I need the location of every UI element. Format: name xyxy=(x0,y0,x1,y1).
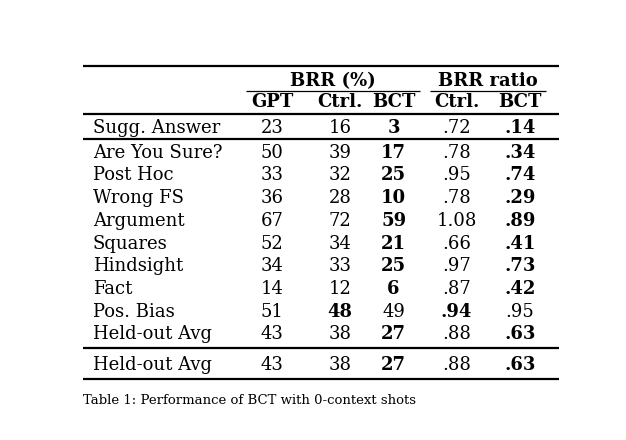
Text: 67: 67 xyxy=(261,212,284,230)
Text: 6: 6 xyxy=(387,280,400,298)
Text: BCT: BCT xyxy=(498,93,541,111)
Text: 48: 48 xyxy=(328,303,352,321)
Text: Ctrl.: Ctrl. xyxy=(434,93,480,111)
Text: .78: .78 xyxy=(443,144,471,162)
Text: Held-out Avg: Held-out Avg xyxy=(93,325,212,343)
Text: 34: 34 xyxy=(329,235,352,253)
Text: .94: .94 xyxy=(441,303,473,321)
Text: BCT: BCT xyxy=(372,93,415,111)
Text: 12: 12 xyxy=(329,280,352,298)
Text: .63: .63 xyxy=(504,325,535,343)
Text: .88: .88 xyxy=(442,356,471,374)
Text: 32: 32 xyxy=(329,166,352,184)
Text: 50: 50 xyxy=(261,144,284,162)
Text: .95: .95 xyxy=(505,303,534,321)
Text: .41: .41 xyxy=(504,235,535,253)
Text: 33: 33 xyxy=(261,166,284,184)
Text: 38: 38 xyxy=(329,325,352,343)
Text: 34: 34 xyxy=(261,257,284,275)
Text: .29: .29 xyxy=(504,189,535,207)
Text: Wrong FS: Wrong FS xyxy=(93,189,184,207)
Text: 33: 33 xyxy=(329,257,352,275)
Text: .34: .34 xyxy=(504,144,535,162)
Text: 43: 43 xyxy=(261,325,284,343)
Text: .14: .14 xyxy=(504,119,535,137)
Text: 49: 49 xyxy=(382,303,405,321)
Text: 51: 51 xyxy=(261,303,284,321)
Text: BRR ratio: BRR ratio xyxy=(438,72,538,90)
Text: 25: 25 xyxy=(381,257,406,275)
Text: 17: 17 xyxy=(381,144,406,162)
Text: 59: 59 xyxy=(381,212,406,230)
Text: .66: .66 xyxy=(442,235,471,253)
Text: 21: 21 xyxy=(381,235,406,253)
Text: 27: 27 xyxy=(381,356,406,374)
Text: .63: .63 xyxy=(504,356,535,374)
Text: 52: 52 xyxy=(261,235,284,253)
Text: Held-out Avg: Held-out Avg xyxy=(93,356,212,374)
Text: 3: 3 xyxy=(387,119,400,137)
Text: 23: 23 xyxy=(261,119,284,137)
Text: .88: .88 xyxy=(442,325,471,343)
Text: 39: 39 xyxy=(329,144,352,162)
Text: Table 1: Performance of BCT with 0-context shots: Table 1: Performance of BCT with 0-conte… xyxy=(83,394,416,407)
Text: .74: .74 xyxy=(504,166,535,184)
Text: .87: .87 xyxy=(443,280,471,298)
Text: .73: .73 xyxy=(504,257,535,275)
Text: Ctrl.: Ctrl. xyxy=(317,93,363,111)
Text: 43: 43 xyxy=(261,356,284,374)
Text: 1.08: 1.08 xyxy=(436,212,477,230)
Text: GPT: GPT xyxy=(251,93,294,111)
Text: 14: 14 xyxy=(261,280,284,298)
Text: Squares: Squares xyxy=(93,235,168,253)
Text: 36: 36 xyxy=(261,189,284,207)
Text: 72: 72 xyxy=(329,212,352,230)
Text: 28: 28 xyxy=(329,189,352,207)
Text: 38: 38 xyxy=(329,356,352,374)
Text: Post Hoc: Post Hoc xyxy=(93,166,173,184)
Text: .78: .78 xyxy=(443,189,471,207)
Text: .42: .42 xyxy=(504,280,535,298)
Text: Hindsight: Hindsight xyxy=(93,257,183,275)
Text: 16: 16 xyxy=(329,119,352,137)
Text: Sugg. Answer: Sugg. Answer xyxy=(93,119,220,137)
Text: .72: .72 xyxy=(443,119,471,137)
Text: Pos. Bias: Pos. Bias xyxy=(93,303,175,321)
Text: 27: 27 xyxy=(381,325,406,343)
Text: BRR (%): BRR (%) xyxy=(290,72,376,90)
Text: Are You Sure?: Are You Sure? xyxy=(93,144,222,162)
Text: .95: .95 xyxy=(443,166,471,184)
Text: .89: .89 xyxy=(504,212,535,230)
Text: 10: 10 xyxy=(381,189,406,207)
Text: .97: .97 xyxy=(443,257,471,275)
Text: Fact: Fact xyxy=(93,280,132,298)
Text: Argument: Argument xyxy=(93,212,185,230)
Text: 25: 25 xyxy=(381,166,406,184)
